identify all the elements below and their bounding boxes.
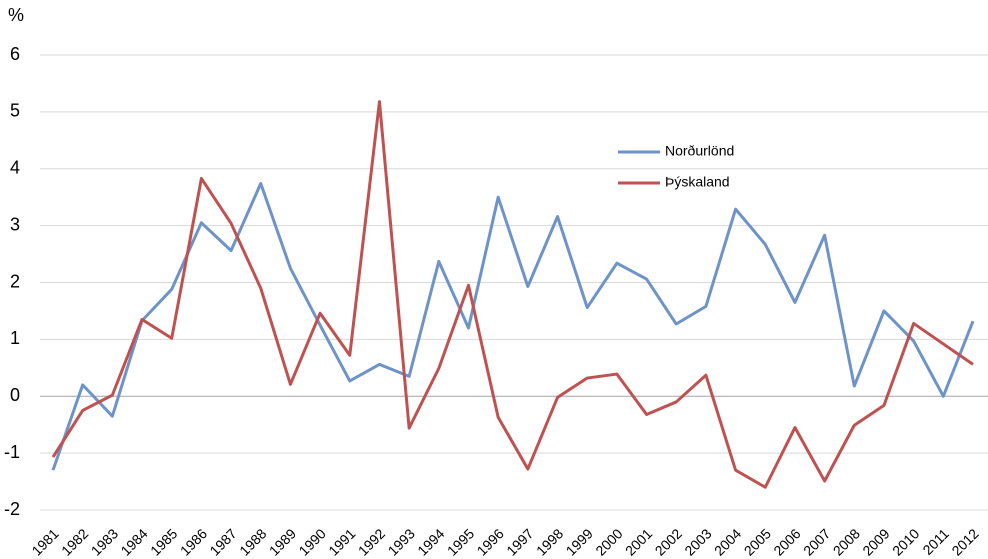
x-tick-label: 1994 — [414, 525, 447, 558]
y-axis-label: % — [8, 5, 24, 25]
x-tick-label: 1999 — [563, 525, 596, 558]
x-tick-label: 2006 — [770, 525, 803, 558]
y-tick-label: 0 — [10, 385, 20, 405]
series-line — [51, 182, 975, 471]
x-tick-label: 1985 — [147, 525, 180, 558]
x-tick-label: 1998 — [533, 525, 566, 558]
x-tick-label: 2005 — [741, 525, 774, 558]
x-tick-label: 2001 — [622, 525, 655, 558]
x-tick-label: 1991 — [325, 525, 358, 558]
x-tick-label: 1981 — [28, 525, 61, 558]
x-tick-label: 2004 — [711, 525, 744, 558]
x-tick-label: 1989 — [266, 525, 299, 558]
x-tick-label: 1992 — [355, 525, 388, 558]
x-tick-label: 2003 — [681, 525, 714, 558]
x-tick-label: 1987 — [206, 525, 239, 558]
x-tick-label: 1990 — [295, 525, 328, 558]
x-tick-label: 1984 — [117, 525, 150, 558]
y-tick-label: -1 — [4, 442, 20, 462]
x-tick-label: 1986 — [177, 525, 210, 558]
x-tick-label: 1983 — [88, 525, 121, 558]
x-tick-label: 1988 — [236, 525, 269, 558]
x-tick-label: 2008 — [830, 525, 863, 558]
x-tick-label: 2002 — [652, 525, 685, 558]
y-tick-label: 6 — [10, 44, 20, 64]
x-tick-label: 2007 — [800, 525, 833, 558]
y-tick-label: 5 — [10, 101, 20, 121]
x-tick-label: 1982 — [58, 525, 91, 558]
x-tick-label: 1996 — [474, 525, 507, 558]
x-tick-label: 2010 — [889, 525, 922, 558]
y-tick-label: -2 — [4, 499, 20, 519]
y-tick-label: 3 — [10, 214, 20, 234]
series-line — [51, 100, 974, 489]
x-tick-label: 2009 — [859, 525, 892, 558]
legend-label: Norðurlönd — [665, 143, 734, 159]
x-tick-label: 1995 — [444, 525, 477, 558]
x-tick-label: 2011 — [919, 525, 952, 558]
y-tick-label: 2 — [10, 271, 20, 291]
legend-label: Þýskaland — [665, 174, 730, 190]
x-tick-label: 1997 — [503, 525, 536, 558]
y-tick-label: 1 — [10, 328, 20, 348]
x-tick-label: 1993 — [385, 525, 418, 558]
x-tick-label: 2000 — [592, 525, 625, 558]
y-tick-label: 4 — [10, 158, 20, 178]
x-tick-label: 2012 — [948, 525, 981, 558]
